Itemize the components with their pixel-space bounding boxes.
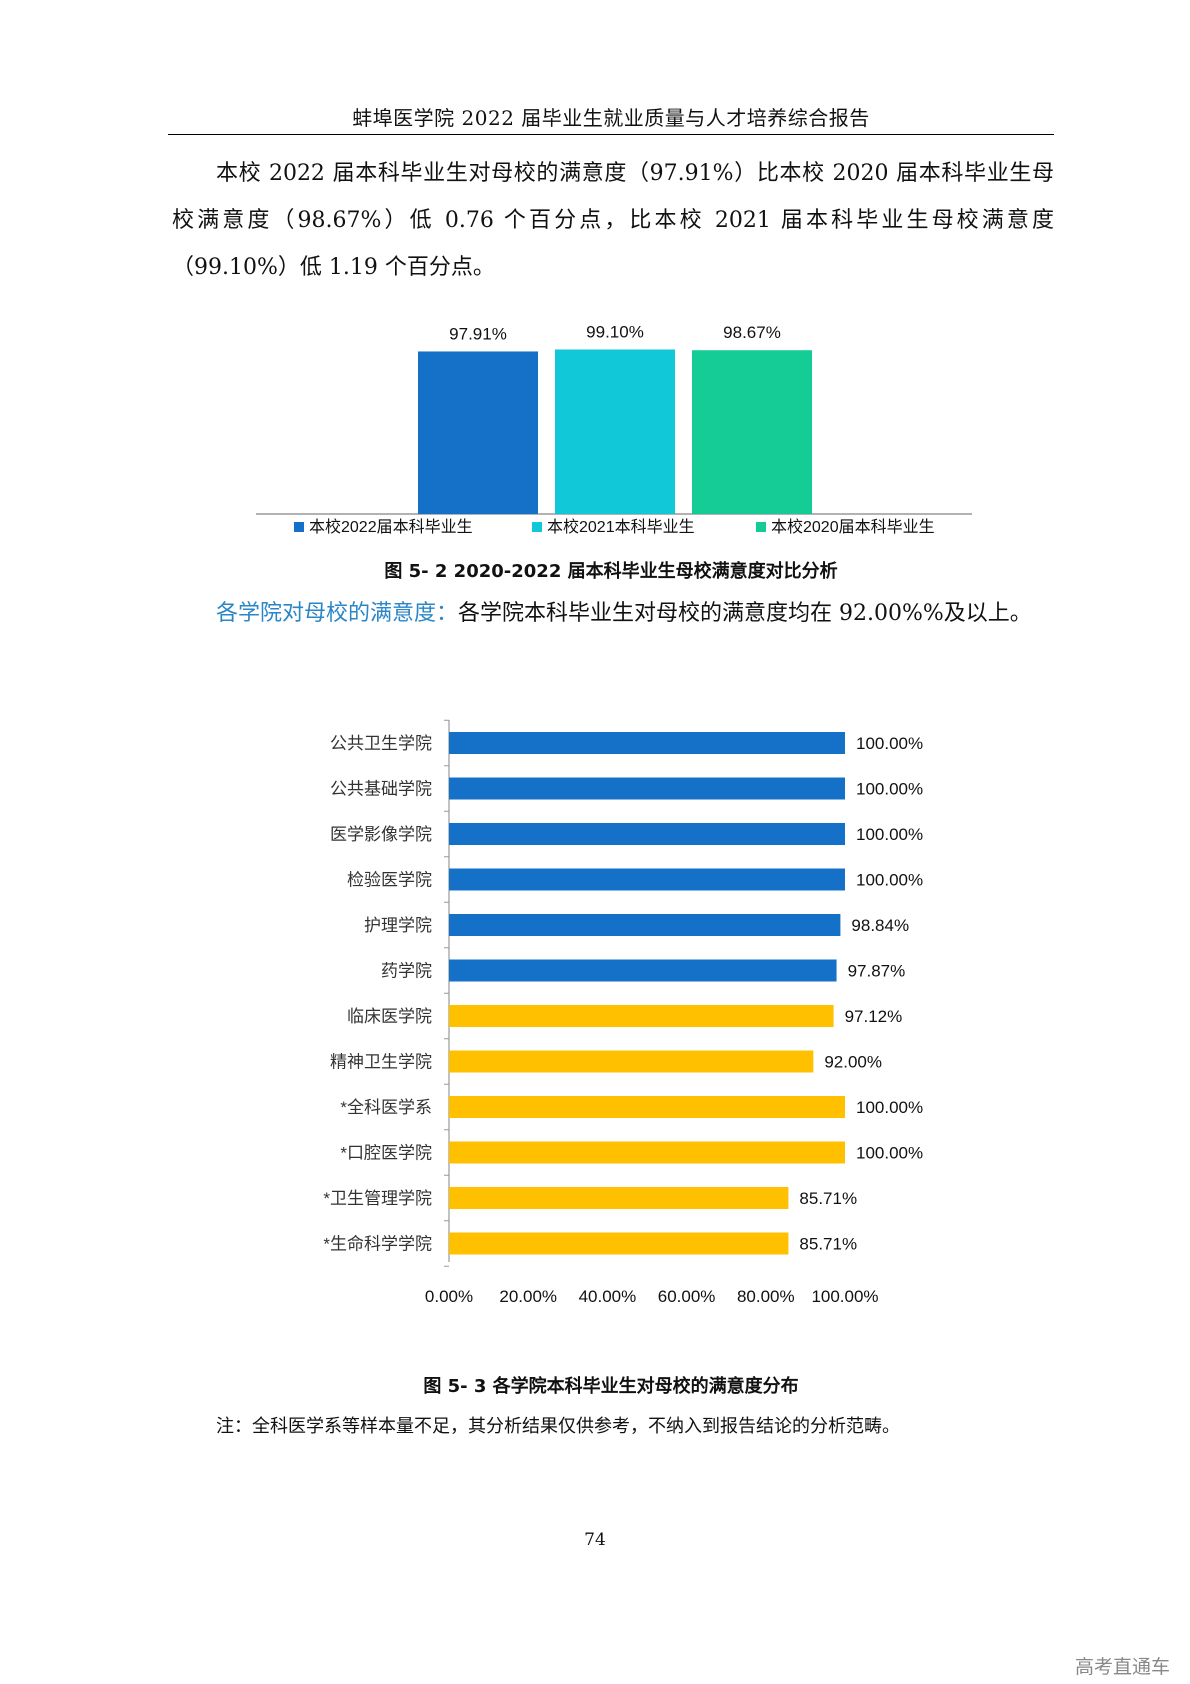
chart2-data-label: 92.00% — [824, 1053, 882, 1072]
chart2-x-tick-label: 100.00% — [811, 1287, 878, 1306]
note: 注：全科医学系等样本量不足，其分析结果仅供参考，不纳入到报告结论的分析范畴。 — [216, 1416, 900, 1437]
chart2-category-label: 公共基础学院 — [330, 780, 432, 799]
chart2-data-label: 100.00% — [856, 780, 923, 799]
chart2-category-label: *全科医学系 — [340, 1098, 432, 1117]
chart1-legend-swatch — [756, 522, 766, 532]
chart2-data-label: 85.71% — [799, 1189, 857, 1208]
chart2-data-label: 100.00% — [856, 1098, 923, 1117]
chart1-legend-swatch — [532, 522, 542, 532]
chart2-x-tick-label: 80.00% — [737, 1287, 795, 1306]
chart2-x-tick-label: 60.00% — [658, 1287, 716, 1306]
chart2-category-label: 检验医学院 — [347, 871, 432, 890]
figure-caption-5-3: 图 5- 3 各学院本科毕业生对母校的满意度分布 — [423, 1376, 799, 1397]
chart2-data-label: 100.00% — [856, 1144, 923, 1163]
paragraph-highlight: 各学院对母校的满意度： — [216, 601, 459, 626]
header-rule — [168, 134, 1054, 135]
chart2-bar — [449, 1141, 845, 1164]
chart2-bar — [449, 732, 845, 754]
figure-caption-5-2: 图 5- 2 2020-2022 届本科毕业生母校满意度对比分析 — [384, 561, 838, 582]
chart2-data-label: 100.00% — [856, 871, 923, 890]
chart2-category-label: *口腔医学院 — [340, 1144, 432, 1163]
chart1-data-label: 99.10% — [586, 322, 644, 341]
chart2-category-label: 药学院 — [381, 962, 432, 981]
chart2-bar — [449, 823, 845, 845]
chart2-category-label: 护理学院 — [364, 916, 432, 935]
chart1-bar — [418, 351, 538, 514]
chart2-data-label: 100.00% — [856, 734, 923, 753]
chart2-category-label: 临床医学院 — [347, 1007, 432, 1026]
chart1-data-label: 97.91% — [449, 324, 507, 343]
chart1-bar — [692, 350, 812, 514]
chart2-data-label: 97.12% — [845, 1007, 903, 1026]
chart2-data-label: 100.00% — [856, 825, 923, 844]
chart2-data-label: 85.71% — [799, 1235, 857, 1254]
chart2-bar — [449, 1050, 814, 1073]
chart1-bar — [555, 349, 675, 514]
chart1-legend-swatch — [294, 522, 304, 532]
chart2-bar — [449, 959, 837, 982]
chart2-category-label: 公共卫生学院 — [330, 734, 432, 753]
paragraph-text: 各学院本科毕业生对母校的满意度均在 92.00%%及以上。 — [458, 601, 1032, 626]
chart2-data-label: 98.84% — [851, 916, 909, 935]
chart1-legend-label: 本校2022届本科毕业生 — [309, 518, 473, 536]
chart1-legend-label: 本校2020届本科毕业生 — [771, 518, 935, 536]
page-number: 74 — [584, 1530, 606, 1550]
chart2-bar — [449, 914, 841, 936]
page-header: 蚌埠医学院 2022 届毕业生就业质量与人才培养综合报告 — [352, 106, 870, 130]
chart2-category-label: 医学影像学院 — [330, 825, 432, 844]
paragraph-comparison: 本校 2022 届本科毕业生对母校的满意度（97.91%）比本校 2020 届本… — [172, 161, 1054, 280]
chart2-bar — [449, 1096, 845, 1118]
chart2-data-label: 97.87% — [848, 962, 906, 981]
chart1-legend-label: 本校2021本科毕业生 — [547, 518, 695, 536]
chart2-category-label: *卫生管理学院 — [323, 1189, 432, 1208]
chart2-category-label: 精神卫生学院 — [330, 1053, 432, 1072]
chart2-x-tick-label: 0.00% — [425, 1287, 473, 1306]
paragraph-colleges: 各学院对母校的满意度：各学院本科毕业生对母校的满意度均在 92.00%%及以上。 — [172, 590, 1054, 637]
chart2-bar — [449, 1187, 789, 1209]
watermark: 高考直通车 — [1074, 1656, 1170, 1678]
chart2-x-tick-label: 40.00% — [579, 1287, 637, 1306]
chart2-x-tick-label: 20.00% — [499, 1287, 557, 1306]
chart2-bar — [449, 868, 845, 891]
chart2-bar — [449, 777, 845, 800]
chart1-data-label: 98.67% — [723, 323, 781, 342]
chart2-bar — [449, 1005, 834, 1027]
chart2-bar — [449, 1232, 789, 1255]
chart2-category-label: *生命科学学院 — [323, 1235, 432, 1254]
